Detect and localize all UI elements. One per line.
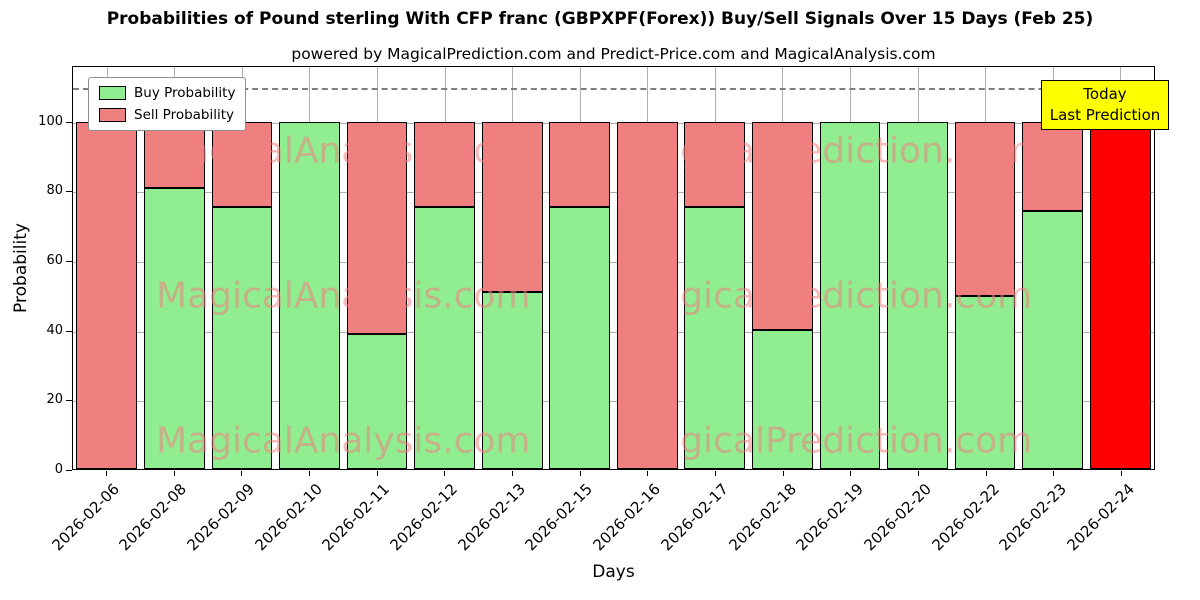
y-tick-label: 40 bbox=[46, 322, 63, 338]
x-tick-label: 2026-02-20 bbox=[860, 480, 935, 555]
bar-buy-segment bbox=[752, 330, 813, 469]
x-tick-label: 2026-02-17 bbox=[657, 480, 732, 555]
x-tick-mark bbox=[308, 471, 310, 476]
x-tick-mark bbox=[1121, 471, 1123, 476]
threshold-dashed-line bbox=[73, 87, 1154, 90]
watermark-text: MagicalAnalysis.com bbox=[156, 130, 531, 172]
legend-sell-label: Sell Probability bbox=[134, 107, 235, 123]
y-axis-label: Probability bbox=[11, 223, 31, 313]
y-tick-label: 0 bbox=[54, 462, 63, 477]
legend-item-sell: Sell Probability bbox=[99, 107, 235, 123]
x-tick-mark bbox=[105, 471, 107, 476]
chart-subtitle: powered by MagicalPrediction.com and Pre… bbox=[291, 45, 936, 63]
bar-sell-segment bbox=[414, 122, 475, 208]
x-tick-label: 2026-02-15 bbox=[522, 480, 597, 555]
x-tick-mark bbox=[376, 471, 378, 476]
bar-buy-segment bbox=[954, 295, 1016, 469]
x-tick-mark bbox=[241, 471, 243, 476]
watermark-text: MagicalPrediction.com bbox=[627, 420, 1033, 462]
x-tick-mark bbox=[511, 471, 513, 476]
bar-buy-segment bbox=[481, 292, 543, 469]
bar-sell-segment bbox=[346, 122, 408, 334]
legend-item-buy: Buy Probability bbox=[99, 85, 235, 101]
x-tick-label: 2026-02-24 bbox=[1063, 480, 1138, 555]
x-tick-mark bbox=[647, 471, 649, 476]
today-annotation-line2: Last Prediction bbox=[1049, 106, 1161, 124]
bar-buy-segment bbox=[143, 188, 205, 469]
y-gridline bbox=[73, 401, 1154, 403]
bar-sell-segment bbox=[616, 122, 678, 469]
x-tick-label: 2026-02-13 bbox=[454, 480, 529, 555]
bar-sell-segment bbox=[549, 122, 611, 208]
y-gridline bbox=[73, 262, 1154, 264]
x-tick-label: 2026-02-16 bbox=[589, 480, 665, 555]
watermark-text: MagicalPrediction.com bbox=[627, 130, 1033, 172]
watermark-text: MagicalPrediction.com bbox=[627, 275, 1033, 317]
y-tick-label: 100 bbox=[38, 113, 63, 129]
y-gridline bbox=[73, 192, 1154, 194]
bar-sell-segment bbox=[211, 122, 273, 208]
x-tick-label: 2026-02-19 bbox=[792, 480, 868, 555]
x-tick-mark bbox=[579, 471, 581, 476]
bar-buy-segment bbox=[346, 333, 408, 469]
bar-sell-segment bbox=[143, 122, 205, 189]
bar-buy-segment bbox=[819, 122, 881, 469]
x-tick-label: 2026-02-18 bbox=[725, 480, 800, 555]
x-tick-label: 2026-02-08 bbox=[115, 480, 191, 555]
bar-buy-segment bbox=[684, 207, 746, 469]
bar-buy-segment bbox=[549, 207, 611, 469]
bar-buy-segment bbox=[1022, 210, 1084, 469]
bar-buy-segment bbox=[887, 122, 948, 469]
sell-swatch bbox=[99, 108, 126, 122]
y-tick-label: 20 bbox=[46, 392, 63, 408]
bar-buy-segment bbox=[414, 207, 475, 469]
plot-area: MagicalAnalysis.com MagicalPrediction.com… bbox=[72, 66, 1155, 470]
bar-sell-segment bbox=[76, 122, 138, 469]
x-tick-mark bbox=[918, 471, 920, 476]
y-tick-mark bbox=[66, 470, 72, 471]
y-gridline bbox=[73, 122, 1154, 124]
x-tick-mark bbox=[782, 471, 784, 476]
bar-sell-segment bbox=[1022, 122, 1084, 211]
x-axis-label: Days bbox=[592, 562, 635, 582]
x-tick-label: 2026-02-22 bbox=[928, 480, 1003, 555]
watermark-text: MagicalAnalysis.com bbox=[156, 420, 531, 462]
x-tick-mark bbox=[850, 471, 852, 476]
x-tick-mark bbox=[1053, 471, 1055, 476]
legend-buy-label: Buy Probability bbox=[134, 85, 236, 101]
bar-buy-segment bbox=[279, 122, 340, 469]
x-tick-mark bbox=[715, 471, 717, 476]
buy-swatch bbox=[99, 86, 126, 100]
today-annotation-line1: Today bbox=[1083, 85, 1127, 103]
x-tick-label: 2026-02-11 bbox=[318, 480, 394, 555]
bar-sell-segment bbox=[954, 122, 1016, 296]
y-gridline bbox=[73, 331, 1154, 333]
x-tick-mark bbox=[444, 471, 446, 476]
x-tick-mark bbox=[985, 471, 987, 476]
x-tick-label: 2026-02-23 bbox=[995, 480, 1071, 555]
y-tick-label: 80 bbox=[46, 183, 63, 199]
chart-title: Probabilities of Pound sterling With CFP… bbox=[106, 9, 1094, 29]
x-tick-label: 2026-02-06 bbox=[48, 480, 123, 555]
bar-sell-segment bbox=[481, 122, 543, 293]
x-tick-label: 2026-02-12 bbox=[386, 480, 462, 555]
bar-sell-segment bbox=[752, 122, 813, 331]
x-tick-label: 2026-02-09 bbox=[183, 480, 258, 555]
today-annotation: Today Last Prediction bbox=[1041, 80, 1169, 130]
x-tick-label: 2026-02-10 bbox=[251, 480, 326, 555]
legend: Buy Probability Sell Probability bbox=[88, 77, 247, 131]
bar-sell-segment bbox=[684, 122, 746, 208]
watermark-text: MagicalAnalysis.com bbox=[156, 275, 531, 317]
bar-today bbox=[1089, 122, 1151, 469]
x-tick-mark bbox=[173, 471, 175, 476]
bar-buy-segment bbox=[211, 207, 273, 469]
